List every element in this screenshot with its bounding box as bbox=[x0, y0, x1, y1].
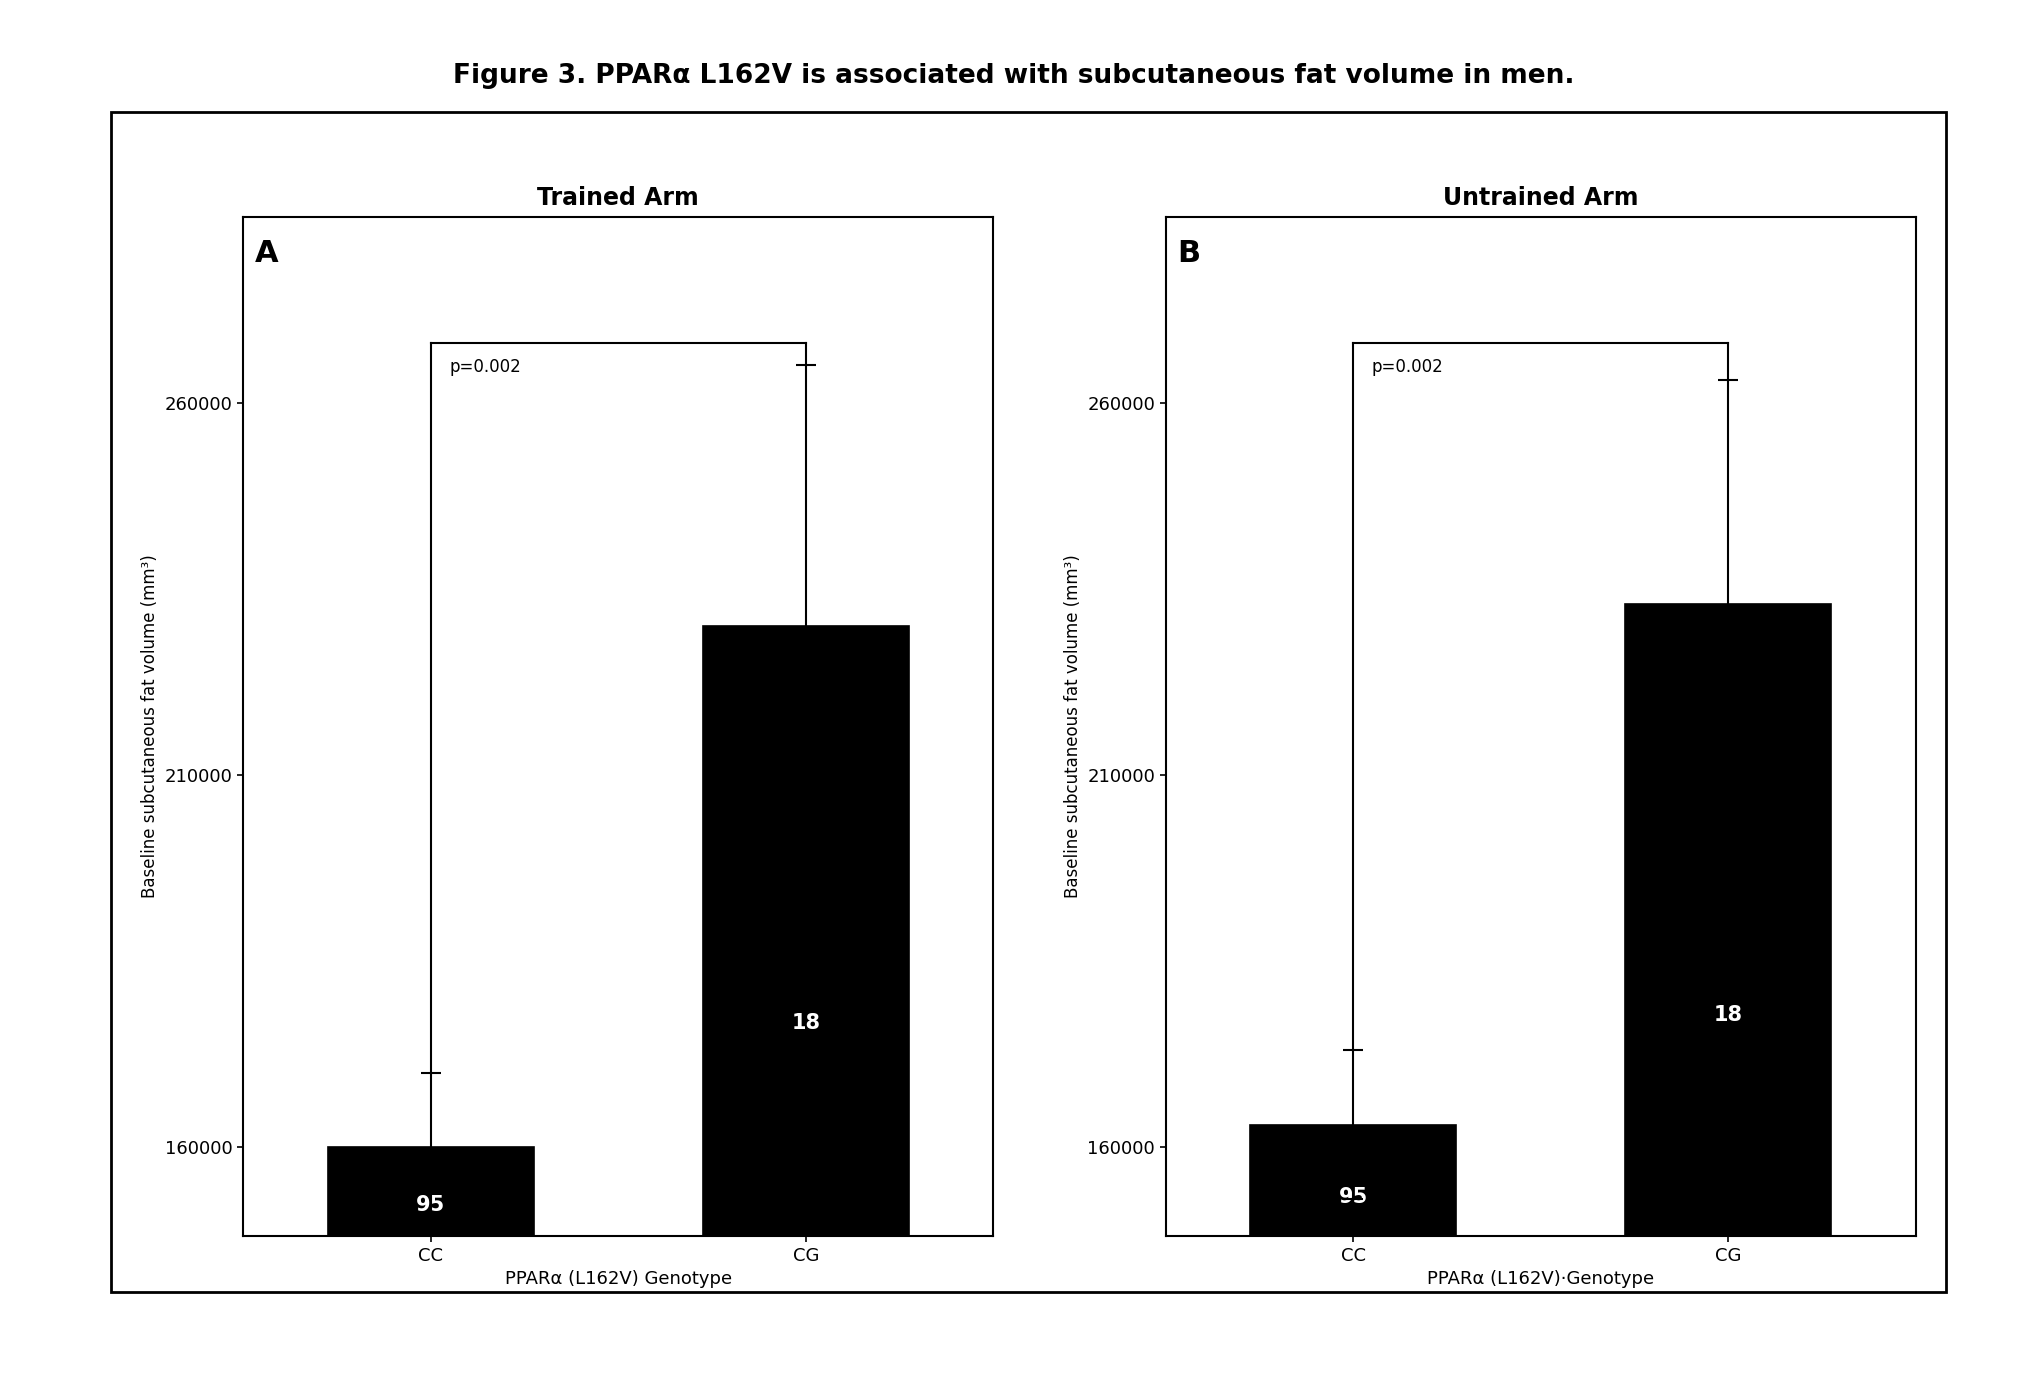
Text: p=0.002: p=0.002 bbox=[450, 358, 521, 376]
Bar bbox=[703, 626, 908, 1236]
Text: Figure 3. PPARα L162V is associated with subcutaneous fat volume in men.: Figure 3. PPARα L162V is associated with… bbox=[452, 63, 1575, 89]
Text: 95: 95 bbox=[1338, 1187, 1368, 1207]
Text: p=0.002: p=0.002 bbox=[1372, 358, 1443, 376]
Bar bbox=[1626, 604, 1830, 1236]
Text: B: B bbox=[1178, 239, 1200, 268]
Y-axis label: Baseline subcutaneous fat volume (mm³): Baseline subcutaneous fat volume (mm³) bbox=[1064, 555, 1082, 898]
Bar bbox=[1251, 1125, 1455, 1236]
X-axis label: PPARα (L162V) Genotype: PPARα (L162V) Genotype bbox=[505, 1270, 732, 1288]
Title: Trained Arm: Trained Arm bbox=[537, 186, 699, 211]
X-axis label: PPARα (L162V)·Genotype: PPARα (L162V)·Genotype bbox=[1427, 1270, 1654, 1288]
Text: 18: 18 bbox=[1713, 1004, 1743, 1025]
Text: A: A bbox=[255, 239, 278, 268]
Title: Untrained Arm: Untrained Arm bbox=[1443, 186, 1638, 211]
Bar bbox=[328, 1147, 533, 1236]
Y-axis label: Baseline subcutaneous fat volume (mm³): Baseline subcutaneous fat volume (mm³) bbox=[142, 555, 160, 898]
Text: 95: 95 bbox=[416, 1194, 446, 1215]
Text: 18: 18 bbox=[791, 1013, 821, 1032]
